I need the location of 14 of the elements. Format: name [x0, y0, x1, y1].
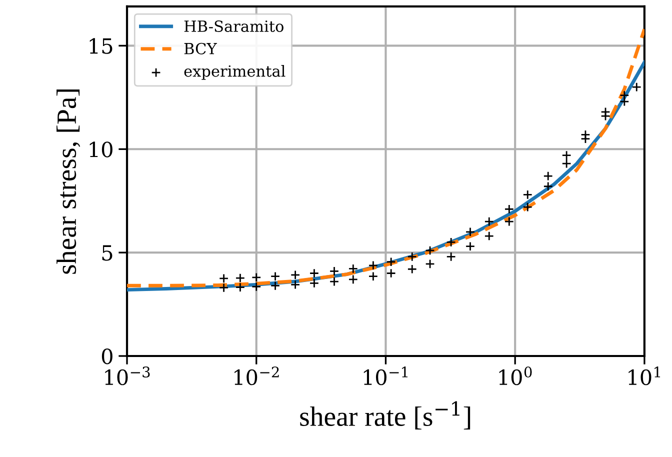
x-tick-label: 10$^{−2}$ — [234, 366, 279, 386]
x-tick-label: 10$^{0}$ — [499, 366, 532, 386]
y-axis-title: shear stress, [Pa] — [56, 90, 80, 274]
y-tick-label: 5 — [102, 245, 112, 261]
legend-label: HB-Saramito — [184, 20, 284, 32]
legend-label: BCY — [184, 42, 217, 54]
y-tick-label: 15 — [90, 38, 112, 54]
legend-label: experimental — [184, 65, 286, 80]
x-axis-title: shear rate [s$^{−1}$] — [300, 401, 470, 430]
y-tick-label: 10 — [90, 142, 112, 158]
x-tick-label: 10$^{1}$ — [628, 366, 660, 386]
y-tick-label: 0 — [102, 348, 112, 364]
x-tick-label: 10$^{−3}$ — [105, 366, 150, 386]
x-tick-label: 10$^{−1}$ — [364, 366, 408, 386]
